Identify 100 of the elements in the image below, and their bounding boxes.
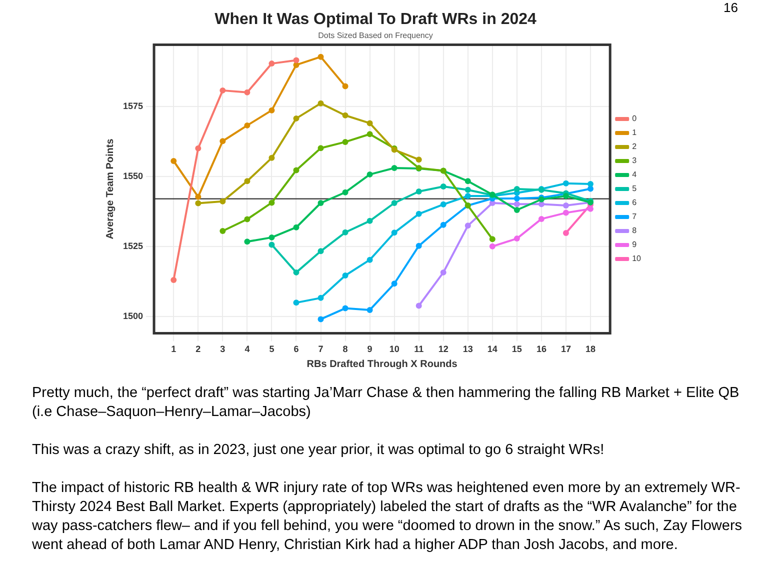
point xyxy=(416,156,422,163)
legend-label: 5 xyxy=(632,184,638,194)
point xyxy=(318,54,324,60)
point xyxy=(318,248,324,254)
legend-label: 3 xyxy=(632,156,638,166)
point xyxy=(220,87,226,94)
point xyxy=(489,243,496,250)
x-tick-label: 2 xyxy=(196,344,201,354)
y-tick-label: 1575 xyxy=(122,100,144,111)
legend-label: 8 xyxy=(632,226,638,236)
point xyxy=(195,200,202,206)
point xyxy=(342,138,348,145)
x-tick-label: 17 xyxy=(560,344,571,354)
point xyxy=(318,316,324,322)
x-tick-label: 7 xyxy=(318,344,324,354)
point xyxy=(366,131,373,138)
text: Pretty much, the “perfect draft” was starting Ja’Marr Chase & then hammering the falling RB Market + Elite QB (i.e Chase–Saquon–Henry–Lamar–Jacobs) xyxy=(32,384,740,422)
point xyxy=(464,222,471,229)
point xyxy=(391,230,398,236)
point xyxy=(342,112,348,118)
point xyxy=(244,178,250,184)
point xyxy=(293,269,300,276)
point xyxy=(342,229,348,236)
point xyxy=(244,89,250,96)
point xyxy=(489,236,496,242)
y-tick-label: 1500 xyxy=(122,310,144,321)
x-tick-label: 15 xyxy=(512,344,522,354)
legend-label: 1 xyxy=(632,128,638,138)
point xyxy=(318,100,324,106)
point xyxy=(220,138,226,144)
x-axis-title: RBs Drafted Through X Rounds xyxy=(306,358,458,370)
x-tick-label: 8 xyxy=(342,344,348,354)
point xyxy=(342,83,348,90)
point xyxy=(416,210,422,217)
y-tick-label: 1550 xyxy=(122,170,144,181)
point xyxy=(416,242,422,249)
point xyxy=(268,60,275,67)
point xyxy=(440,183,446,190)
point xyxy=(366,120,373,126)
x-tick-label: 6 xyxy=(294,344,299,354)
x-tick-label: 10 xyxy=(389,344,400,354)
legend-label: 0 xyxy=(632,114,638,124)
point xyxy=(268,154,275,161)
text: 16 xyxy=(724,0,738,15)
point xyxy=(562,193,569,199)
point xyxy=(416,188,422,195)
x-tick-label: 4 xyxy=(244,344,250,354)
x-tick-label: 9 xyxy=(367,344,372,354)
x-tick-label: 12 xyxy=(438,344,448,354)
point xyxy=(293,300,300,306)
point xyxy=(220,228,226,234)
point xyxy=(195,194,202,200)
legend-label: 2 xyxy=(632,142,638,152)
legend-label: 6 xyxy=(632,198,638,208)
point xyxy=(514,196,520,202)
chart-title: When It Was Optimal To Draft WRs in 2024 xyxy=(214,11,537,28)
x-tick-label: 16 xyxy=(536,344,546,354)
x-tick-label: 3 xyxy=(220,344,226,354)
point xyxy=(366,306,373,313)
point xyxy=(244,122,250,128)
point xyxy=(464,193,471,199)
point xyxy=(416,302,422,309)
point xyxy=(562,180,569,186)
point xyxy=(538,216,544,222)
point xyxy=(514,236,520,242)
point xyxy=(440,269,446,276)
y-tick-label: 1525 xyxy=(122,240,144,251)
legend-label: 9 xyxy=(632,240,638,250)
point xyxy=(464,178,471,184)
point xyxy=(562,202,569,209)
point xyxy=(195,145,202,152)
point xyxy=(366,171,373,178)
legend-label: 10 xyxy=(632,254,642,264)
point xyxy=(318,200,324,206)
point xyxy=(342,272,348,279)
point xyxy=(366,218,373,224)
text: This was a crazy shift, as in 2023, just one year prior, it was optimal to go 6 straight WRs! xyxy=(32,441,606,460)
x-tick-label: 13 xyxy=(462,344,473,354)
point xyxy=(293,57,300,64)
chart-subtitle: Dots Sized Based on Frequency xyxy=(318,31,433,40)
point xyxy=(293,224,300,230)
legend-label: 4 xyxy=(632,170,638,180)
point xyxy=(342,189,348,196)
point xyxy=(514,186,520,192)
x-tick-label: 1 xyxy=(171,344,176,354)
point xyxy=(587,180,594,187)
point xyxy=(391,165,398,171)
point xyxy=(268,107,275,114)
x-tick-label: 11 xyxy=(414,344,424,354)
point xyxy=(170,158,177,164)
point xyxy=(170,277,177,283)
point xyxy=(268,242,275,248)
point xyxy=(562,230,569,236)
point xyxy=(342,305,348,312)
y-axis-title: Average Team Points xyxy=(104,138,116,240)
point xyxy=(391,280,398,287)
point xyxy=(440,201,446,208)
point xyxy=(391,200,398,206)
point xyxy=(514,201,520,208)
point xyxy=(366,256,373,263)
